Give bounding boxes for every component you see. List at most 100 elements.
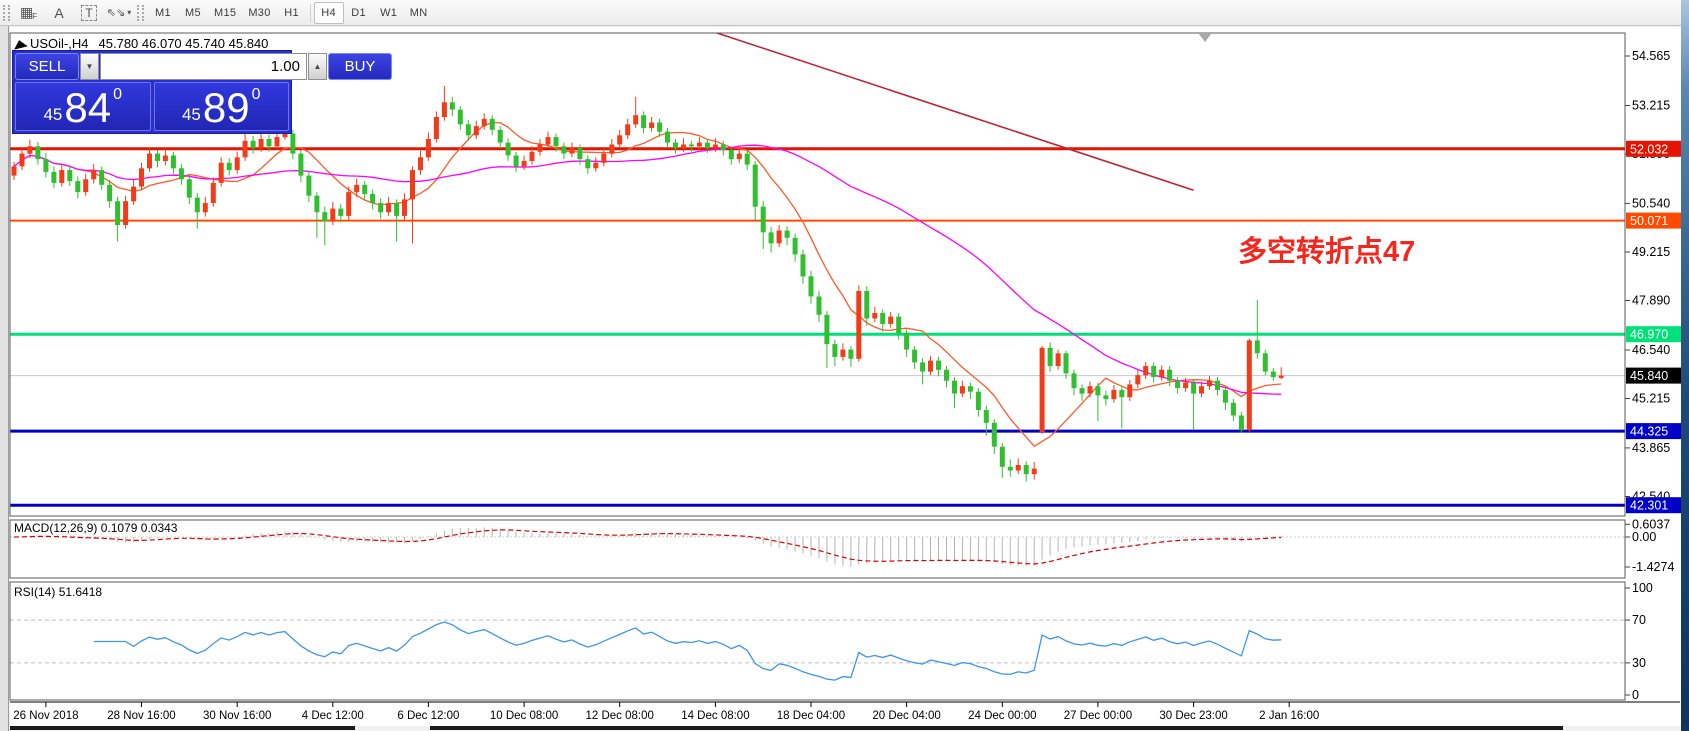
candle bbox=[1039, 347, 1045, 432]
candle bbox=[1103, 395, 1109, 400]
candle bbox=[744, 153, 750, 165]
candle bbox=[457, 109, 463, 125]
candle bbox=[696, 142, 702, 147]
chart-shift-marker-icon[interactable] bbox=[1199, 34, 1211, 42]
timeframe-MN[interactable]: MN bbox=[409, 6, 428, 19]
candle bbox=[473, 126, 479, 136]
candle bbox=[505, 142, 511, 156]
candle bbox=[1087, 386, 1093, 394]
candle bbox=[712, 144, 718, 149]
indicator-grid-icon[interactable]: ▦ F bbox=[16, 2, 42, 24]
candle bbox=[1119, 389, 1125, 398]
rsi-pane-border bbox=[9, 581, 1626, 701]
candle bbox=[425, 139, 431, 158]
candle bbox=[673, 142, 678, 149]
buy-price-prefix: 45 bbox=[181, 105, 201, 124]
volume-decrease-button[interactable]: ▼ bbox=[80, 53, 99, 80]
timeframe-M1[interactable]: M1 bbox=[155, 6, 171, 19]
candle bbox=[720, 144, 726, 150]
candle bbox=[808, 276, 814, 297]
candle bbox=[1063, 353, 1069, 374]
candle bbox=[561, 146, 567, 154]
candle bbox=[362, 184, 368, 194]
candle bbox=[27, 146, 33, 154]
candle bbox=[1270, 371, 1276, 378]
candle bbox=[824, 314, 830, 345]
time-label: 14 Dec 08:00 bbox=[681, 710, 749, 722]
candle bbox=[258, 139, 264, 149]
timeframe-H4[interactable]: H4 bbox=[313, 1, 344, 24]
price-scale-label: 43.865 bbox=[1632, 441, 1670, 455]
candle bbox=[1111, 389, 1117, 400]
volume-input[interactable] bbox=[100, 53, 307, 80]
sell-button[interactable]: SELL bbox=[15, 53, 79, 80]
timeframe-D1[interactable]: D1 bbox=[351, 6, 366, 19]
candle bbox=[250, 140, 256, 149]
candle bbox=[186, 179, 192, 198]
rsi-pane[interactable] bbox=[10, 619, 1625, 681]
candle bbox=[43, 159, 49, 172]
price-scale-label: 47.890 bbox=[1632, 294, 1670, 308]
buy-button[interactable]: BUY bbox=[328, 53, 392, 80]
text-label-icon[interactable]: T bbox=[76, 2, 102, 24]
candle bbox=[298, 153, 304, 176]
candle bbox=[991, 422, 997, 447]
timeframe-M5[interactable]: M5 bbox=[185, 6, 201, 19]
candle bbox=[155, 153, 160, 161]
trendline[interactable] bbox=[699, 27, 1194, 191]
time-label: 30 Nov 16:00 bbox=[203, 710, 271, 722]
timeframe-M30[interactable]: M30 bbox=[248, 6, 271, 19]
toolbar-drag-handle[interactable] bbox=[3, 4, 10, 21]
candle bbox=[410, 170, 415, 200]
price-badge bbox=[1626, 367, 1682, 384]
candle bbox=[577, 148, 583, 160]
price-scale-label: 50.540 bbox=[1632, 196, 1670, 210]
rsi-scale-label: 100 bbox=[1632, 581, 1653, 595]
macd-pane[interactable] bbox=[10, 527, 1625, 568]
candle bbox=[967, 386, 973, 392]
candle bbox=[394, 203, 400, 216]
time-label: 10 Dec 08:00 bbox=[490, 710, 558, 722]
ma-slow-line bbox=[13, 144, 1282, 395]
font-icon[interactable]: A bbox=[46, 2, 72, 24]
symbol-period-label: USOil-,H4 bbox=[30, 36, 89, 51]
candle bbox=[776, 230, 782, 244]
candle bbox=[553, 137, 559, 147]
ohlc-readout: 45.780 46.070 45.740 45.840 bbox=[98, 36, 269, 51]
candle bbox=[872, 313, 878, 319]
rsi-line bbox=[93, 621, 1282, 681]
candle bbox=[1183, 382, 1189, 389]
candle bbox=[792, 237, 798, 255]
candle bbox=[952, 380, 957, 394]
candle bbox=[888, 316, 894, 324]
arrange-objects-icon[interactable]: ⇖⇘ ▾ bbox=[106, 2, 132, 24]
candle bbox=[752, 164, 758, 207]
timeframe-M15[interactable]: M15 bbox=[214, 6, 237, 19]
volume-increase-button[interactable]: ▲ bbox=[308, 53, 327, 80]
candle bbox=[641, 115, 647, 128]
candle bbox=[330, 208, 336, 222]
candle bbox=[1199, 386, 1204, 394]
candle bbox=[1246, 340, 1252, 431]
candle bbox=[51, 171, 57, 183]
sell-price-sup: 0 bbox=[113, 86, 123, 103]
price-badge-label: 50.071 bbox=[1630, 214, 1668, 228]
candle bbox=[178, 168, 184, 180]
candle bbox=[354, 184, 360, 193]
candle bbox=[545, 137, 551, 145]
price-badge bbox=[1626, 326, 1682, 343]
candle bbox=[920, 362, 926, 372]
macd-scale-label: 0.6037 bbox=[1632, 517, 1670, 531]
timeframe-W1[interactable]: W1 bbox=[380, 6, 398, 19]
timeframe-H1[interactable]: H1 bbox=[284, 6, 299, 19]
time-label: 28 Nov 16:00 bbox=[107, 710, 175, 722]
rsi-scale-label: 0 bbox=[1632, 688, 1639, 702]
toolbar-drag-handle-2[interactable] bbox=[137, 4, 144, 21]
main-pane[interactable] bbox=[10, 27, 1625, 507]
buy-price-display[interactable]: 45 89 0 bbox=[153, 82, 289, 131]
candle bbox=[83, 179, 89, 193]
time-label: 30 Dec 23:00 bbox=[1159, 710, 1227, 722]
sell-price-display[interactable]: 45 84 0 bbox=[15, 82, 151, 131]
